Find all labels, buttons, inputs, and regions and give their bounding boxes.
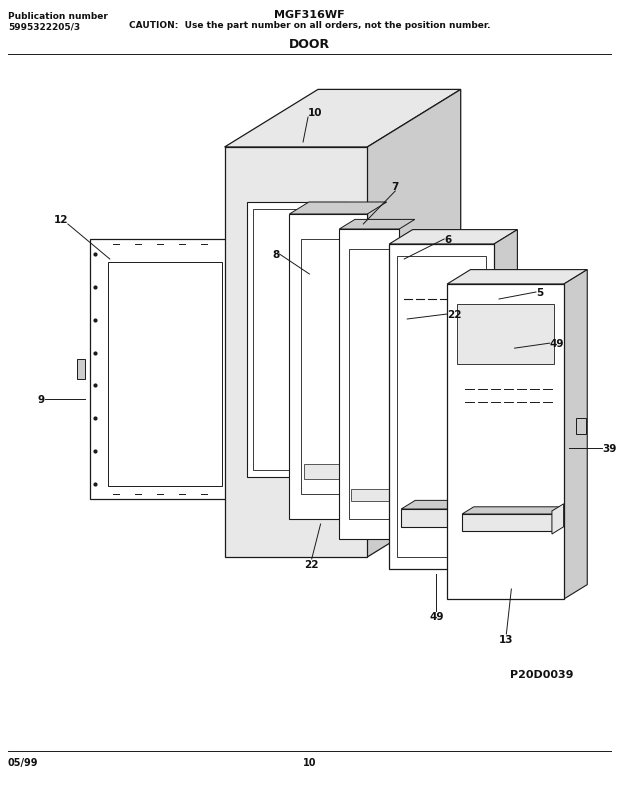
Polygon shape xyxy=(457,304,554,365)
Text: 10: 10 xyxy=(303,757,316,767)
Polygon shape xyxy=(462,515,552,532)
Text: 7: 7 xyxy=(392,181,399,192)
Text: 49: 49 xyxy=(549,339,564,349)
Text: 05/99: 05/99 xyxy=(8,757,38,767)
Text: eReplacementParts.com: eReplacementParts.com xyxy=(241,394,378,405)
Polygon shape xyxy=(401,501,500,509)
Text: 49: 49 xyxy=(429,611,444,622)
Polygon shape xyxy=(352,218,360,292)
Text: DOOR: DOOR xyxy=(289,38,330,51)
Text: P20D0039: P20D0039 xyxy=(510,669,574,679)
Text: 5: 5 xyxy=(536,287,543,298)
Polygon shape xyxy=(247,202,349,478)
Text: MGF316WF: MGF316WF xyxy=(274,10,345,20)
Text: 10: 10 xyxy=(308,108,322,118)
Polygon shape xyxy=(224,90,461,148)
Polygon shape xyxy=(575,418,585,434)
Polygon shape xyxy=(290,214,367,520)
Polygon shape xyxy=(494,230,518,569)
Polygon shape xyxy=(290,202,387,214)
Text: CAUTION:  Use the part number on all orders, not the position number.: CAUTION: Use the part number on all orde… xyxy=(128,21,490,30)
Polygon shape xyxy=(401,509,486,528)
Text: 22: 22 xyxy=(304,560,319,569)
Polygon shape xyxy=(367,90,461,557)
Polygon shape xyxy=(304,464,355,479)
Text: 8: 8 xyxy=(272,250,280,259)
Polygon shape xyxy=(552,504,564,534)
Polygon shape xyxy=(224,148,367,557)
Polygon shape xyxy=(339,220,415,230)
Polygon shape xyxy=(108,263,221,487)
Polygon shape xyxy=(389,245,494,569)
Polygon shape xyxy=(462,507,564,515)
Text: 5995322205/3: 5995322205/3 xyxy=(8,22,80,31)
Polygon shape xyxy=(339,230,399,540)
Text: 6: 6 xyxy=(444,234,451,245)
Polygon shape xyxy=(229,259,237,479)
Polygon shape xyxy=(447,271,587,284)
Text: 39: 39 xyxy=(602,443,616,453)
Polygon shape xyxy=(77,360,85,380)
Polygon shape xyxy=(447,284,564,599)
Text: 13: 13 xyxy=(499,634,513,644)
Polygon shape xyxy=(564,271,587,599)
Polygon shape xyxy=(90,240,229,499)
Text: 12: 12 xyxy=(53,214,68,225)
Text: Publication number: Publication number xyxy=(8,12,108,21)
Text: 9: 9 xyxy=(38,394,45,405)
Text: 22: 22 xyxy=(447,310,462,320)
Polygon shape xyxy=(389,230,518,245)
Polygon shape xyxy=(352,489,389,501)
